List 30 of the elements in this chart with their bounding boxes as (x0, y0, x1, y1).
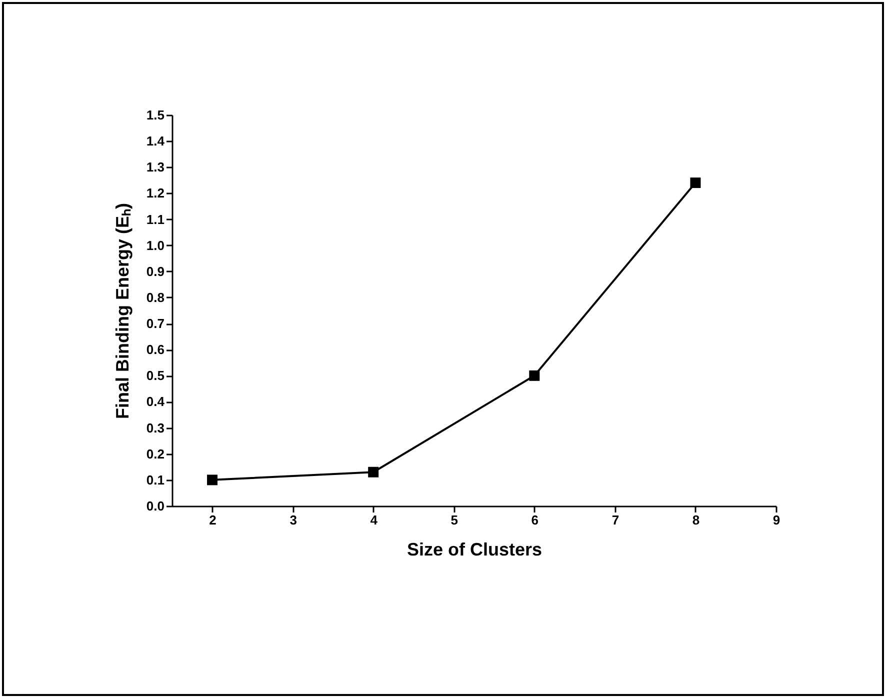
x-tick-label: 2 (209, 512, 216, 528)
y-tick-label: 0.7 (146, 316, 164, 332)
y-tick-label: 0.2 (146, 446, 164, 462)
x-tick-label: 9 (772, 512, 780, 528)
y-tick-label: 1.4 (146, 134, 166, 149)
y-tick-label: 0.6 (146, 342, 164, 358)
point (207, 474, 218, 486)
y-tick-label: 1.5 (146, 108, 164, 122)
point (368, 466, 379, 478)
x-tick-label: 6 (531, 512, 539, 528)
point (690, 178, 701, 188)
y-tick-label: 0.4 (146, 394, 166, 410)
y-tick-label: 0.0 (146, 498, 164, 514)
x-tick-label: 5 (450, 512, 458, 528)
y-tick-label: 0.3 (146, 420, 164, 436)
y-tick-label: 0.8 (146, 290, 164, 305)
y-tick-label: 0.1 (146, 472, 164, 488)
y-tick-label: 1.3 (146, 160, 164, 175)
y-tick-label: 0.5 (146, 368, 164, 384)
y-axis-title: Final Binding Energy (Eₕ) (112, 202, 132, 420)
y-tick-label: 1.0 (146, 238, 164, 253)
x-tick-label: 7 (612, 512, 620, 528)
point (529, 370, 540, 381)
x-axis-title: Size of Clusters (406, 540, 542, 560)
x-tick-label: 4 (370, 512, 378, 528)
y-tick-label: 1.1 (146, 212, 164, 227)
x-tick-label: 3 (290, 512, 297, 528)
x-tick-label: 8 (692, 512, 700, 528)
y-tick-label: 1.2 (146, 186, 164, 201)
y-tick-label: 0.9 (146, 264, 164, 279)
